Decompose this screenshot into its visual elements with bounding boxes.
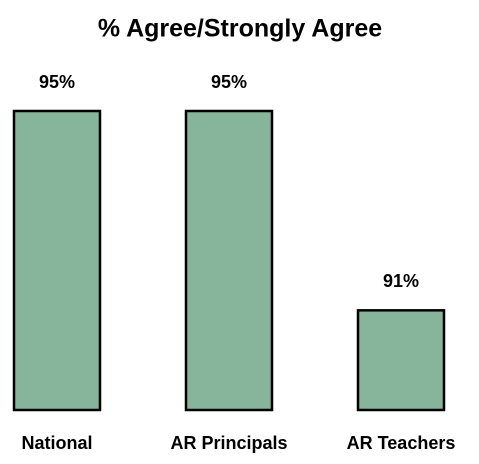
bar <box>12 109 102 412</box>
bar <box>184 109 274 412</box>
x-tick-label: National <box>21 433 92 453</box>
data-label: 95% <box>211 72 247 92</box>
x-tick-label: AR Principals <box>170 433 287 453</box>
data-label: 91% <box>383 271 419 291</box>
data-label: 95% <box>39 72 75 92</box>
x-tick-label: AR Teachers <box>347 433 456 453</box>
bar <box>356 309 446 412</box>
chart-title: % Agree/Strongly Agree <box>98 15 382 43</box>
